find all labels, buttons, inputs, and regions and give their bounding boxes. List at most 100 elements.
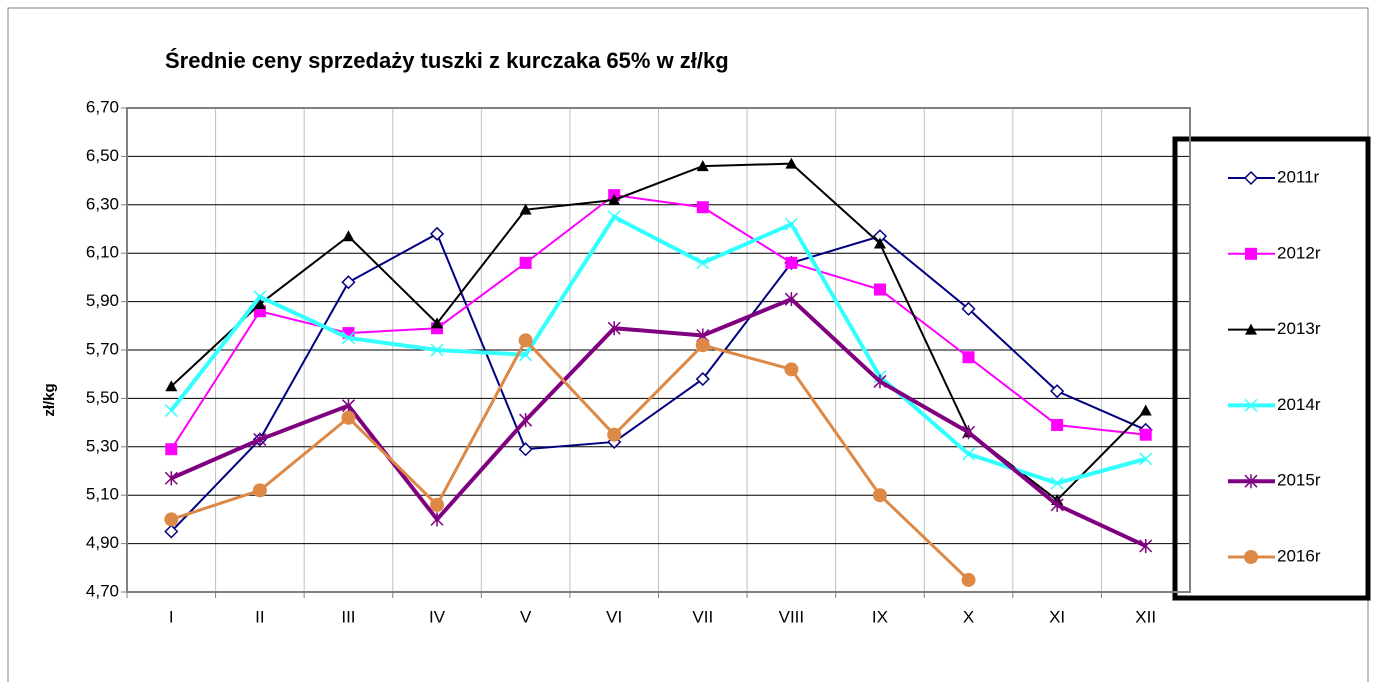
marker — [961, 301, 976, 316]
x-tick-label: III — [341, 607, 355, 626]
marker — [873, 283, 886, 296]
marker — [696, 256, 710, 270]
marker — [873, 374, 887, 389]
marker — [341, 410, 356, 425]
chart-border — [7, 7, 1369, 687]
legend-marker — [1245, 323, 1257, 335]
y-tick-label: 5,30 — [86, 436, 119, 455]
marker — [962, 351, 975, 364]
marker — [341, 331, 355, 345]
x-tick-label: II — [255, 607, 264, 626]
marker — [785, 157, 798, 169]
marker — [519, 256, 532, 269]
marker — [607, 321, 621, 336]
marker — [429, 226, 445, 241]
marker — [696, 160, 709, 172]
y-tick-label: 6,50 — [86, 146, 119, 165]
marker — [784, 217, 798, 231]
series-line — [170, 296, 1147, 548]
legend-label: 2015r — [1277, 471, 1321, 490]
x-tick-label: VIII — [779, 607, 805, 626]
marker — [607, 427, 622, 442]
x-tick-label: XII — [1135, 607, 1156, 626]
marker — [1050, 497, 1064, 512]
x-tick-label: IV — [429, 607, 446, 626]
marker — [341, 275, 356, 290]
marker — [518, 442, 533, 457]
y-tick-label: 6,10 — [86, 243, 119, 262]
x-tick-label: XI — [1049, 607, 1065, 626]
series-line — [170, 232, 1147, 533]
marker — [961, 572, 976, 587]
legend-label: 2014r — [1277, 395, 1321, 414]
marker — [1050, 384, 1065, 399]
series-line — [169, 214, 1147, 486]
y-tick-label: 5,10 — [86, 485, 119, 504]
marker — [962, 447, 976, 461]
marker — [1050, 476, 1064, 490]
y-tick-label: 5,90 — [86, 291, 119, 310]
marker — [696, 201, 709, 214]
legend-label: 2013r — [1277, 319, 1321, 338]
y-tick-label: 5,70 — [86, 339, 119, 358]
marker — [519, 203, 532, 215]
x-tick-label: VII — [692, 607, 713, 626]
marker — [1139, 428, 1152, 441]
marker — [1139, 539, 1153, 554]
marker — [252, 483, 267, 498]
y-tick-label: 6,30 — [86, 194, 119, 213]
marker — [608, 193, 621, 205]
chart-title: Średnie ceny sprzedaży tuszki z kurczaka… — [165, 48, 729, 73]
legend-label: 2011r — [1277, 167, 1320, 186]
legend-marker — [1244, 398, 1258, 412]
marker — [164, 512, 179, 527]
legend-marker — [1244, 550, 1258, 564]
marker — [165, 443, 178, 456]
y-tick-label: 4,90 — [86, 533, 119, 552]
marker — [695, 338, 710, 353]
marker — [784, 292, 798, 307]
marker — [430, 343, 444, 357]
marker — [873, 237, 886, 249]
marker — [785, 256, 798, 269]
x-tick-label: X — [963, 607, 974, 626]
y-tick-label: 4,70 — [86, 581, 119, 600]
marker — [341, 398, 355, 413]
x-tick-label: VI — [606, 607, 622, 626]
marker — [695, 371, 710, 387]
marker — [164, 403, 178, 418]
legend-marker — [1243, 170, 1259, 186]
marker — [431, 317, 444, 329]
marker — [607, 210, 621, 224]
marker — [1139, 404, 1152, 416]
marker — [784, 362, 799, 377]
marker — [872, 488, 887, 503]
x-tick-label: V — [520, 607, 532, 626]
legend-label: 2016r — [1277, 546, 1321, 565]
legend-box — [1172, 136, 1371, 601]
y-axis-label: zł/kg — [41, 383, 58, 416]
marker — [1139, 452, 1153, 466]
marker — [518, 333, 533, 348]
marker — [1051, 419, 1064, 432]
marker — [253, 298, 266, 310]
marker — [253, 432, 267, 447]
marker — [253, 290, 267, 304]
y-tick-label: 6,70 — [86, 97, 119, 116]
marker — [164, 471, 178, 486]
marker — [962, 425, 976, 440]
legend-label: 2012r — [1277, 243, 1321, 262]
legend-marker — [1245, 247, 1257, 260]
marker — [165, 380, 178, 392]
legend-marker — [1244, 474, 1258, 489]
marker — [430, 497, 445, 512]
series-line — [170, 337, 970, 581]
y-tick-label: 5,50 — [86, 388, 119, 407]
marker — [519, 413, 533, 428]
x-tick-label: IX — [872, 607, 888, 626]
marker — [430, 512, 444, 527]
x-tick-label: I — [169, 607, 174, 626]
marker — [342, 230, 355, 242]
marker — [164, 524, 179, 539]
